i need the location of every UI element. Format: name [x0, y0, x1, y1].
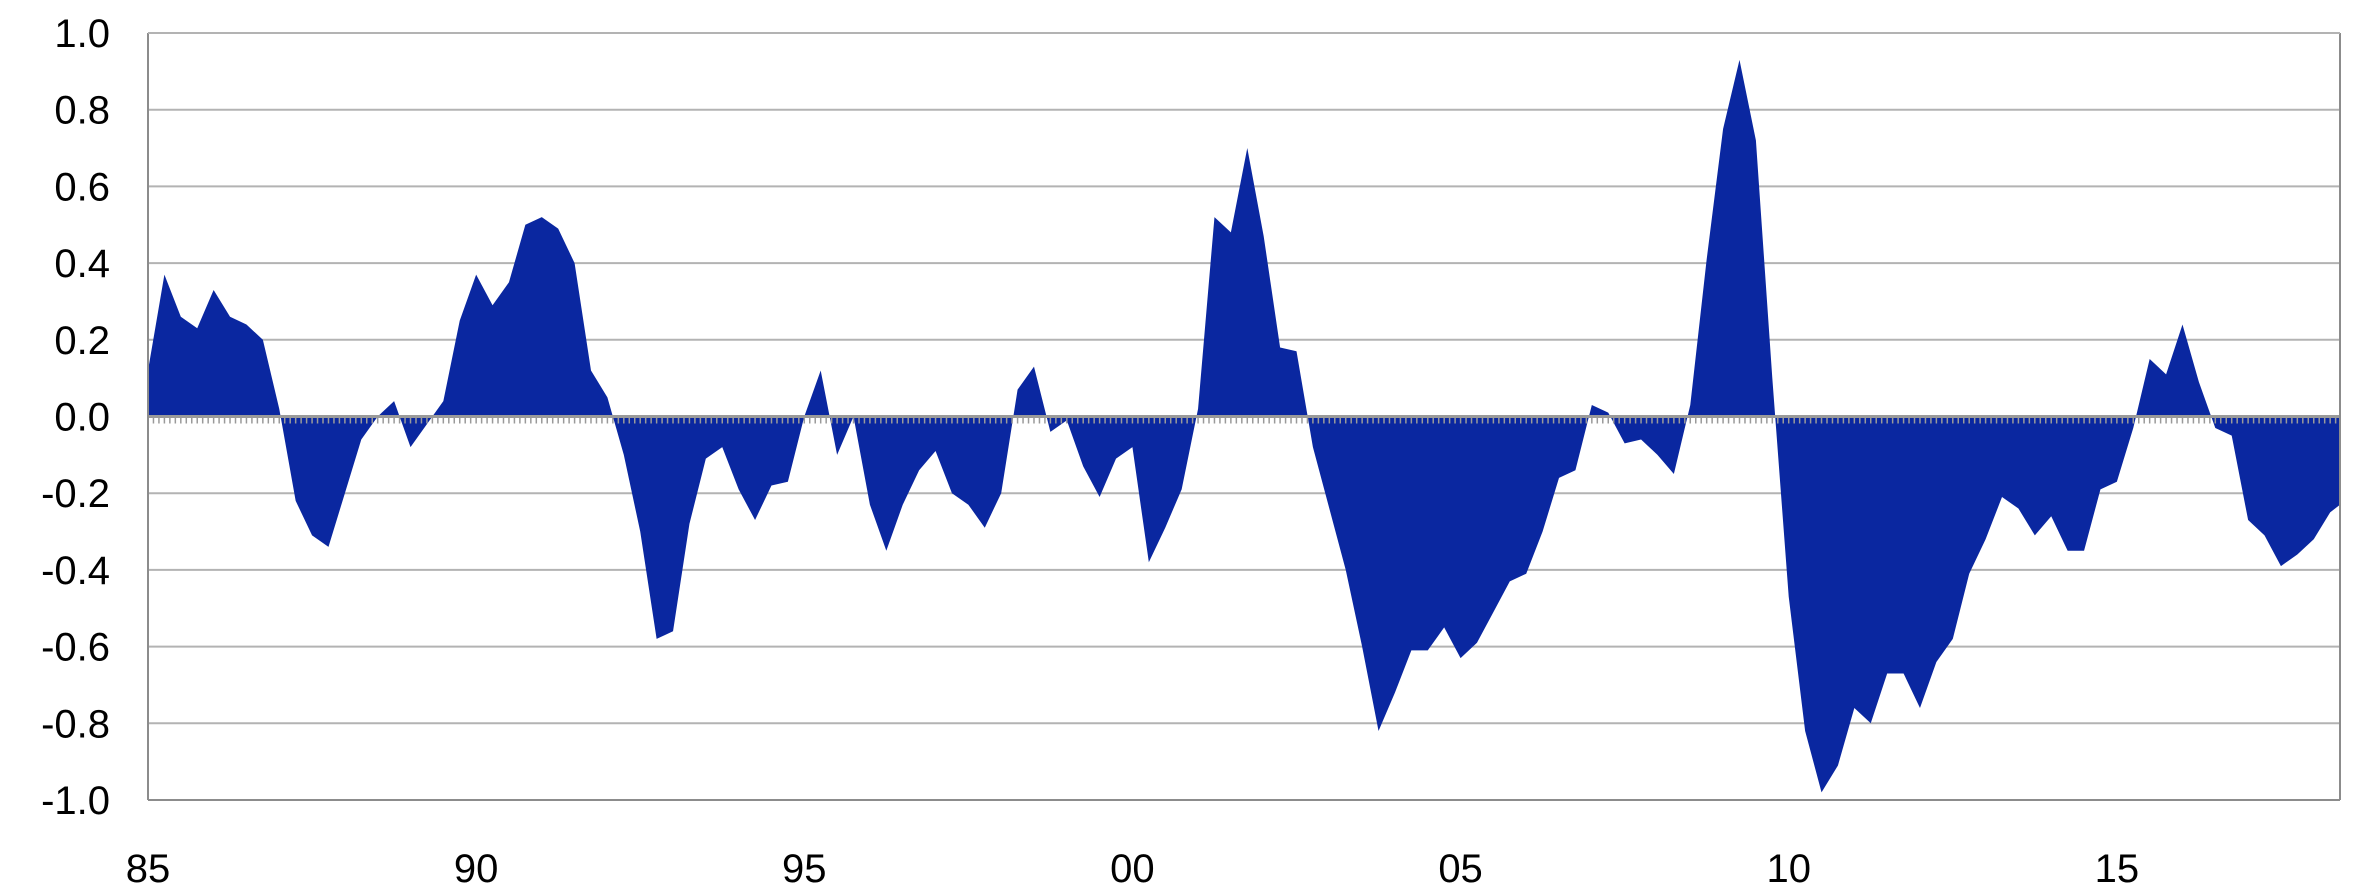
x-axis-tick-labels: 85 90 95 00 05 10 15 [126, 847, 2140, 891]
x-tick-label: 90 [454, 847, 499, 890]
x-tick-label: 10 [1766, 847, 1811, 890]
x-tick-label: 00 [1110, 847, 1155, 890]
y-tick-label: 1.0 [54, 12, 110, 56]
y-tick-label: -0.2 [41, 472, 110, 516]
area-series-fill [148, 59, 2340, 793]
axes [147, 32, 2341, 801]
y-tick-label: 0.8 [54, 89, 110, 133]
y-tick-label: 0.6 [54, 165, 110, 209]
y-tick-label: -0.6 [41, 626, 110, 670]
y-axis-tick-labels: 1.0 0.8 0.6 0.4 0.2 0.0 -0.2 -0.4 -0.6 -0.8 -1.0 [41, 12, 110, 823]
y-tick-label: -0.4 [41, 549, 110, 593]
y-tick-label: 0.2 [54, 319, 110, 363]
y-tick-label: -0.8 [41, 702, 110, 746]
y-tick-label: 0.4 [54, 242, 110, 286]
x-tick-label: 95 [782, 847, 827, 890]
x-tick-label: 15 [2095, 847, 2140, 890]
area-series [148, 59, 2340, 793]
x-tick-label: 05 [1438, 847, 1483, 890]
y-tick-label: 0.0 [54, 396, 110, 440]
x-tick-label: 85 [126, 847, 171, 890]
y-tick-label: -1.0 [41, 779, 110, 823]
